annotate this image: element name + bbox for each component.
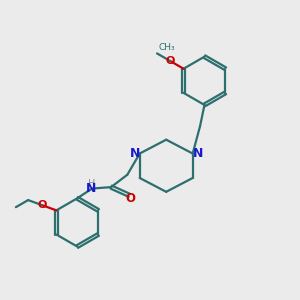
Text: O: O <box>37 200 47 210</box>
Text: N: N <box>130 147 140 160</box>
Text: O: O <box>126 192 136 205</box>
Text: CH₃: CH₃ <box>158 43 175 52</box>
Text: N: N <box>193 147 203 160</box>
Text: O: O <box>166 56 175 66</box>
Text: N: N <box>86 182 97 195</box>
Text: H: H <box>88 179 95 189</box>
